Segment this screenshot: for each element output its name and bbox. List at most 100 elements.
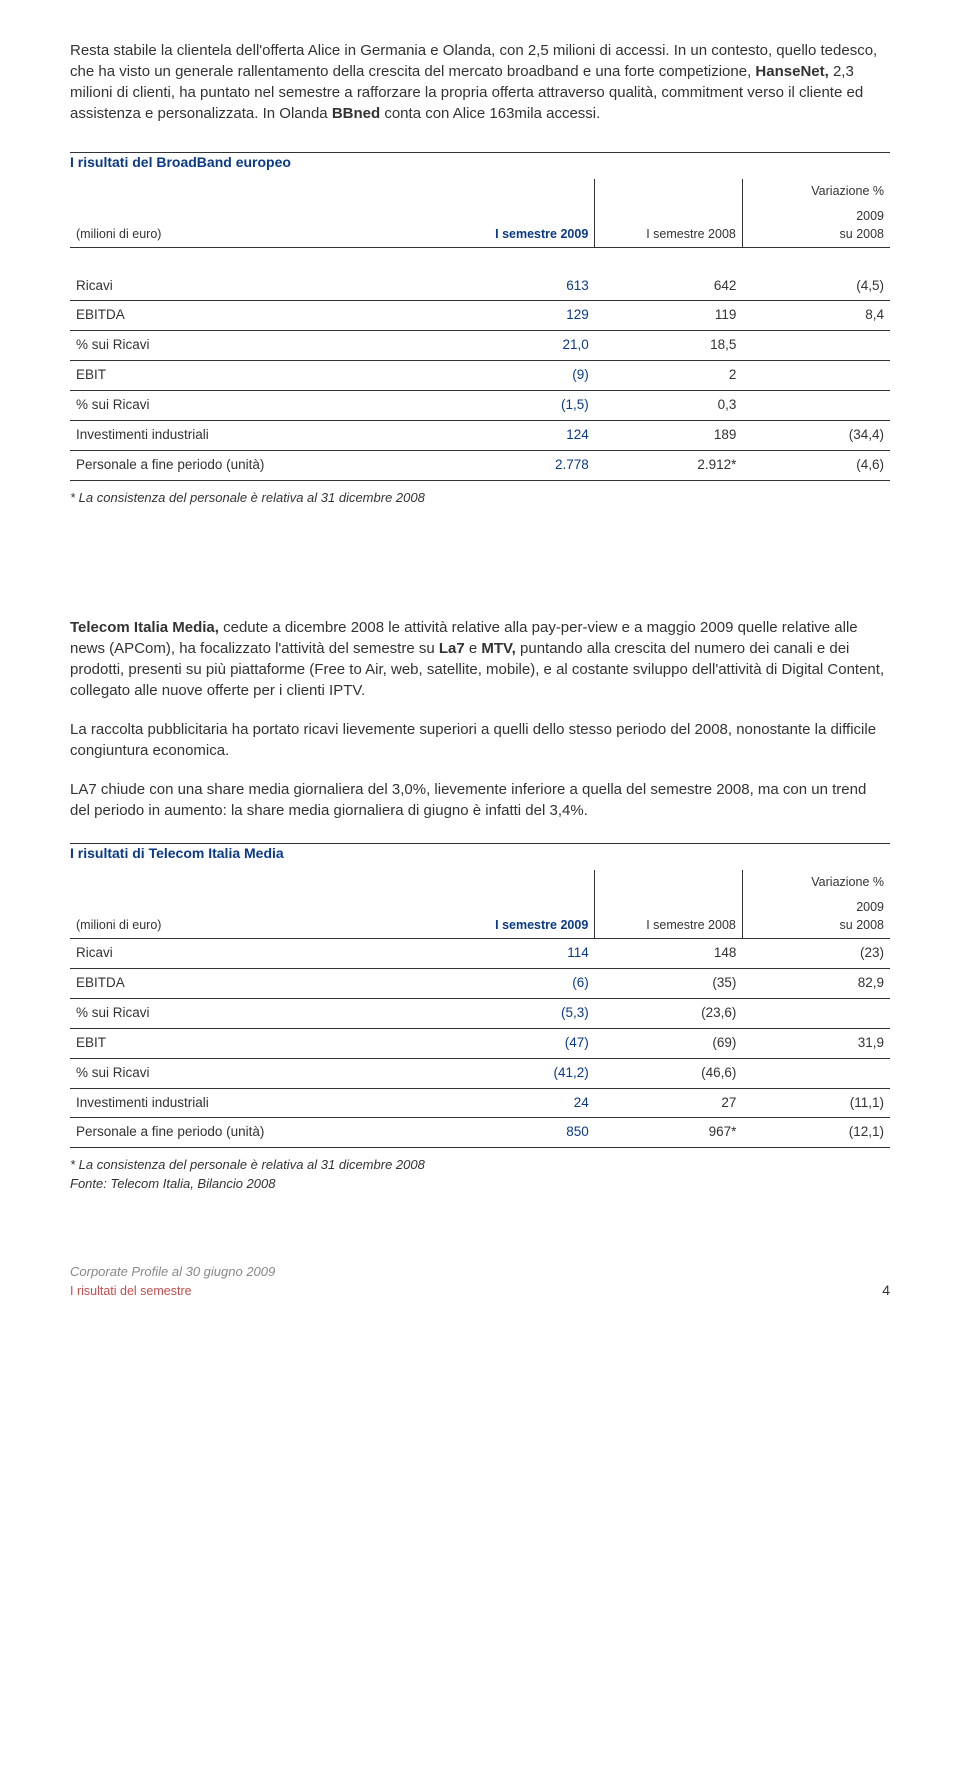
row-variation: [742, 998, 890, 1028]
mid-bold-la7: La7: [439, 640, 465, 657]
row-label: % sui Ricavi: [70, 998, 447, 1028]
row-value-2008: 2: [595, 361, 743, 391]
table1-var-label: Variazione %: [742, 179, 890, 205]
table2-col1: I semestre 2009: [447, 870, 595, 939]
row-variation: [742, 331, 890, 361]
table2-footnote1: * La consistenza del personale è relativ…: [70, 1156, 890, 1174]
table-row: Ricavi114148(23): [70, 939, 890, 969]
table2-var-label: Variazione %: [742, 870, 890, 896]
row-label: EBITDA: [70, 969, 447, 999]
table-row: % sui Ricavi(41,2)(46,6): [70, 1058, 890, 1088]
tim-media-table: (milioni di euro) I semestre 2009 I seme…: [70, 870, 890, 1149]
row-value-2009: (47): [447, 1028, 595, 1058]
row-value-2008: 27: [595, 1088, 743, 1118]
row-value-2009: 124: [447, 421, 595, 451]
table-row: % sui Ricavi21,018,5: [70, 331, 890, 361]
table-row: EBITDA(6)(35)82,9: [70, 969, 890, 999]
table-row: EBITDA1291198,4: [70, 301, 890, 331]
table-row: Personale a fine periodo (unità)2.7782.9…: [70, 450, 890, 480]
mid-text-d: e: [465, 640, 482, 657]
page-number: 4: [882, 1281, 890, 1301]
footer-line1: Corporate Profile al 30 giugno 2009: [70, 1263, 275, 1281]
row-variation: (4,6): [742, 450, 890, 480]
row-value-2008: 967*: [595, 1118, 743, 1148]
row-value-2009: (41,2): [447, 1058, 595, 1088]
row-label: Ricavi: [70, 939, 447, 969]
row-variation: [742, 391, 890, 421]
mid-paragraph-3: LA7 chiude con una share media giornalie…: [70, 779, 890, 821]
row-label: % sui Ricavi: [70, 391, 447, 421]
row-value-2009: (1,5): [447, 391, 595, 421]
table-row: EBIT(9)2: [70, 361, 890, 391]
footer-line2: I risultati del semestre: [70, 1283, 275, 1301]
row-variation: (34,4): [742, 421, 890, 451]
row-value-2008: 18,5: [595, 331, 743, 361]
table-row: % sui Ricavi(1,5)0,3: [70, 391, 890, 421]
tim-media-table-title: I risultati di Telecom Italia Media: [70, 844, 890, 864]
row-label: % sui Ricavi: [70, 1058, 447, 1088]
row-value-2008: 119: [595, 301, 743, 331]
row-value-2008: (69): [595, 1028, 743, 1058]
row-variation: (12,1): [742, 1118, 890, 1148]
mid-paragraph-1: Telecom Italia Media, cedute a dicembre …: [70, 617, 890, 701]
mid-bold-mtv: MTV,: [481, 640, 515, 657]
row-value-2009: 129: [447, 301, 595, 331]
row-value-2008: 2.912*: [595, 450, 743, 480]
row-variation: 8,4: [742, 301, 890, 331]
row-value-2008: (46,6): [595, 1058, 743, 1088]
row-value-2008: 0,3: [595, 391, 743, 421]
table1-col2: I semestre 2008: [595, 179, 743, 248]
intro-text-e: conta con Alice 163mila accessi.: [380, 105, 600, 122]
table2-unit-label: (milioni di euro): [70, 870, 447, 939]
row-value-2009: 613: [447, 272, 595, 301]
row-value-2009: 114: [447, 939, 595, 969]
table-row: Personale a fine periodo (unità)850967*(…: [70, 1118, 890, 1148]
row-label: Personale a fine periodo (unità): [70, 1118, 447, 1148]
intro-paragraph: Resta stabile la clientela dell'offerta …: [70, 40, 890, 124]
row-variation: (4,5): [742, 272, 890, 301]
row-variation: [742, 1058, 890, 1088]
intro-bold-bbned: BBned: [332, 105, 380, 122]
row-label: % sui Ricavi: [70, 331, 447, 361]
tim-media-table-wrap: I risultati di Telecom Italia Media (mil…: [70, 843, 890, 1193]
table1-col1: I semestre 2009: [447, 179, 595, 248]
table2-col2: I semestre 2008: [595, 870, 743, 939]
intro-bold-hansenet: HanseNet,: [755, 63, 828, 80]
page-footer: Corporate Profile al 30 giugno 2009 I ri…: [70, 1263, 890, 1301]
row-value-2009: 21,0: [447, 331, 595, 361]
table1-footnote: * La consistenza del personale è relativ…: [70, 489, 890, 507]
row-value-2009: 850: [447, 1118, 595, 1148]
row-value-2009: (5,3): [447, 998, 595, 1028]
table2-footnote2: Fonte: Telecom Italia, Bilancio 2008: [70, 1175, 890, 1193]
row-value-2009: (6): [447, 969, 595, 999]
broadband-table-wrap: I risultati del BroadBand europeo (milio…: [70, 152, 890, 507]
row-value-2008: 148: [595, 939, 743, 969]
row-variation: (11,1): [742, 1088, 890, 1118]
row-label: EBIT: [70, 1028, 447, 1058]
row-variation: 31,9: [742, 1028, 890, 1058]
row-value-2009: (9): [447, 361, 595, 391]
table1-var-sub: 2009 su 2008: [742, 204, 890, 248]
broadband-table-title: I risultati del BroadBand europeo: [70, 153, 890, 173]
row-label: Ricavi: [70, 272, 447, 301]
row-variation: (23): [742, 939, 890, 969]
broadband-table: (milioni di euro) I semestre 2009 I seme…: [70, 179, 890, 481]
row-label: Investimenti industriali: [70, 1088, 447, 1118]
row-label: EBIT: [70, 361, 447, 391]
row-variation: [742, 361, 890, 391]
row-label: EBITDA: [70, 301, 447, 331]
row-value-2008: 642: [595, 272, 743, 301]
row-label: Personale a fine periodo (unità): [70, 450, 447, 480]
table2-var-sub: 2009 su 2008: [742, 895, 890, 939]
table-row: Ricavi613642(4,5): [70, 272, 890, 301]
row-label: Investimenti industriali: [70, 421, 447, 451]
mid-paragraph-2: La raccolta pubblicitaria ha portato ric…: [70, 719, 890, 761]
table-row: Investimenti industriali124189(34,4): [70, 421, 890, 451]
mid-bold-tim: Telecom Italia Media,: [70, 619, 219, 636]
row-value-2008: (35): [595, 969, 743, 999]
row-value-2008: (23,6): [595, 998, 743, 1028]
table1-unit-label: (milioni di euro): [70, 179, 447, 248]
table-row: Investimenti industriali2427(11,1): [70, 1088, 890, 1118]
row-value-2009: 24: [447, 1088, 595, 1118]
row-value-2009: 2.778: [447, 450, 595, 480]
